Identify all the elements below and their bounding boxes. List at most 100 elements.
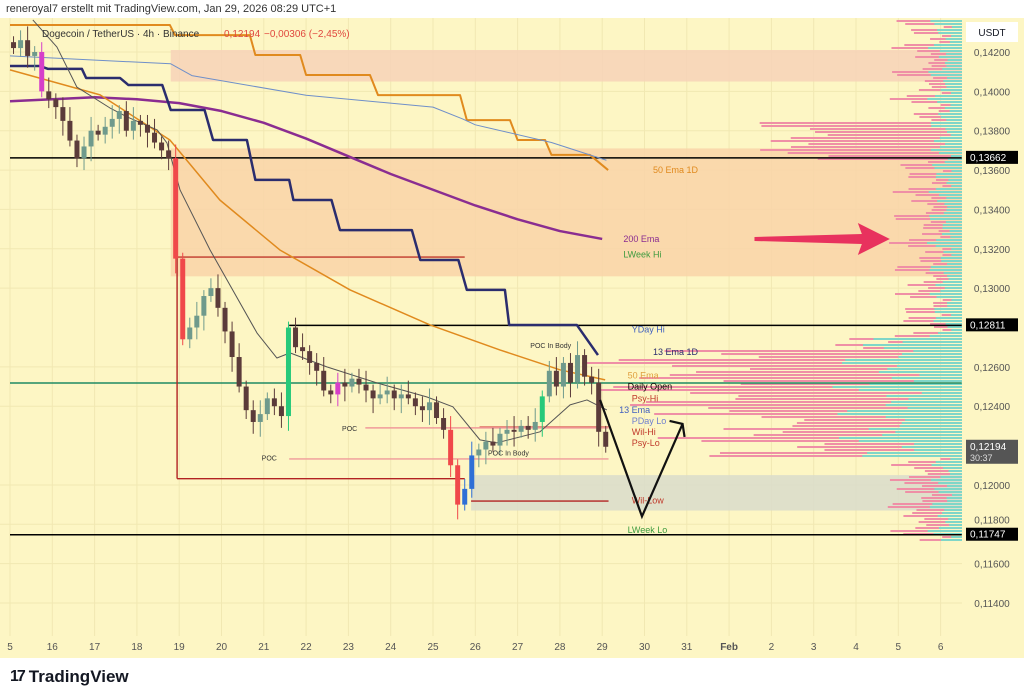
tradingview-logo[interactable]: 17 TradingView xyxy=(10,667,129,687)
annotation-label: Psy-Lo xyxy=(632,438,660,448)
profile-bar-pink xyxy=(782,431,962,433)
profile-bar-pink xyxy=(915,527,962,529)
series-line xyxy=(9,55,607,161)
profile-bar-teal xyxy=(948,470,962,472)
series-line xyxy=(9,69,606,381)
profile-bar-pink xyxy=(808,143,962,145)
profile-bar-pink xyxy=(905,23,962,25)
candle-body xyxy=(419,406,425,411)
candle-body xyxy=(236,357,242,387)
y-axis-ticks: 0,14200 0,14000 0,13800 0,13600 0,13400 0,132… xyxy=(974,48,1011,610)
annotation-label: PDay Lo xyxy=(632,416,667,426)
annotation-label: LWeek Lo xyxy=(628,525,668,535)
annotation-label: POC xyxy=(342,426,357,433)
candle-body xyxy=(88,130,94,147)
x-tick-label: 27 xyxy=(512,642,524,653)
annotation-label: Psy-Hi xyxy=(632,393,659,403)
symbol-title[interactable]: Dogecoin / TetherUS · 4h · Binance xyxy=(42,29,200,40)
candle-body xyxy=(11,42,17,49)
x-tick-label: 29 xyxy=(597,642,609,653)
x-tick-label: 24 xyxy=(385,642,397,653)
x-tick-label: 23 xyxy=(343,642,355,653)
drawings[interactable] xyxy=(599,222,890,520)
profile-bar-pink xyxy=(913,332,962,334)
profile-bar-teal xyxy=(858,389,962,391)
profile-bar-teal xyxy=(939,146,962,148)
price-change: −0,00306 (−2,45%) xyxy=(264,29,350,40)
profile-bar-teal xyxy=(867,452,962,454)
y-tick-label: 0,11600 xyxy=(974,560,1010,571)
profile-bar-pink xyxy=(630,404,962,406)
profile-bar-teal xyxy=(943,467,962,469)
profile-bar-pink xyxy=(905,491,962,493)
profile-bar-pink xyxy=(924,518,962,520)
profile-bar-pink xyxy=(905,308,962,310)
candle-body xyxy=(441,418,447,430)
currency-label: USDT xyxy=(978,28,1005,39)
profile-bar-teal xyxy=(907,407,962,409)
candle-body xyxy=(426,402,432,411)
candles[interactable] xyxy=(11,26,609,520)
brand-name: TradingView xyxy=(28,667,129,686)
profile-bar-teal xyxy=(945,38,962,40)
profile-bar-pink xyxy=(922,485,962,487)
profile-bar-teal xyxy=(946,65,962,67)
profile-bar-teal xyxy=(929,215,962,217)
profile-bar-pink xyxy=(892,503,962,505)
profile-bar-pink xyxy=(761,125,962,127)
profile-bar-teal xyxy=(951,299,962,301)
candle-body xyxy=(159,142,165,151)
candle-body xyxy=(539,396,545,422)
profile-bar-pink xyxy=(896,488,962,490)
currency-box[interactable] xyxy=(966,22,1018,42)
profile-bar-pink xyxy=(828,155,962,157)
profile-bar-teal xyxy=(942,224,962,226)
profile-bar-teal xyxy=(937,200,962,202)
profile-bar-teal xyxy=(839,437,962,439)
last-price: 0,12194 xyxy=(224,29,261,40)
profile-bar-teal xyxy=(936,239,962,241)
profile-bar-teal xyxy=(950,314,962,316)
profile-bar-pink xyxy=(892,71,962,73)
profile-bar-pink xyxy=(900,164,962,166)
price-badge xyxy=(966,439,1018,464)
profile-bar-teal xyxy=(938,152,962,154)
profile-bar-teal xyxy=(949,110,962,112)
candle-body xyxy=(448,429,454,466)
profile-bar-pink xyxy=(639,377,962,379)
profile-bar-pink xyxy=(669,374,962,376)
profile-bar-teal xyxy=(950,134,962,136)
profile-bar-teal xyxy=(947,206,962,208)
profile-bar-teal xyxy=(948,278,962,280)
candle-body xyxy=(257,414,263,422)
profile-bar-pink xyxy=(787,152,962,154)
x-tick-label: 16 xyxy=(47,642,59,653)
pink-arrow-icon xyxy=(754,222,890,255)
profile-bar-teal xyxy=(942,281,962,283)
candle-body xyxy=(391,390,397,399)
profile-bar-pink xyxy=(796,422,962,424)
profile-bar-pink xyxy=(903,320,962,322)
y-tick-label: 0,11800 xyxy=(974,516,1010,527)
profile-bar-pink xyxy=(907,284,962,286)
x-axis-ticks[interactable]: 5 16 17 18 19 20 21 22 23 24 25 26 27 28 29 30 31 Feb 2 3 4 5… xyxy=(7,642,944,653)
profile-bar-teal xyxy=(942,68,962,70)
profile-bar-pink xyxy=(891,47,962,49)
profile-bar-pink xyxy=(897,74,962,76)
profile-bar-teal xyxy=(951,35,962,37)
candle-body xyxy=(384,390,390,395)
profile-bar-pink xyxy=(913,113,962,115)
profile-bar-teal xyxy=(934,167,962,169)
candle-body xyxy=(130,120,136,131)
profile-bar-teal xyxy=(950,155,962,157)
candle-body xyxy=(180,258,186,340)
candle-body xyxy=(229,331,235,358)
profile-bar-pink xyxy=(709,455,962,457)
annotation-label: POC In Body xyxy=(488,450,529,457)
profile-bar-teal xyxy=(947,302,962,304)
profile-bar-pink xyxy=(921,497,962,499)
profile-bar-teal xyxy=(930,149,962,151)
candle-body xyxy=(25,40,31,56)
profile-bar-pink xyxy=(723,380,962,382)
